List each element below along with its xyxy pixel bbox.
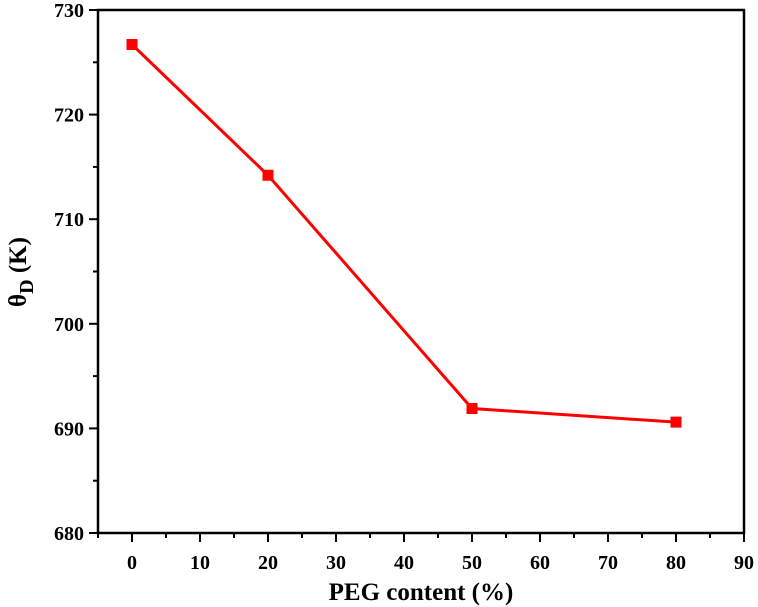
y-axis-title: θD (K) [5,237,38,307]
x-tick-label: 80 [666,552,686,574]
y-axis-tick-labels: 680 690 700 710 720 730 [54,0,84,545]
y-tick-label: 730 [54,0,84,22]
plot-frame [96,8,746,535]
data-point-marker [126,39,138,51]
y-tick-label: 710 [54,209,84,231]
x-tick-label: 70 [598,552,618,574]
series-line [130,43,677,424]
x-tick-label: 50 [462,552,482,574]
y-tick-label: 700 [54,314,84,336]
y-tick-label: 680 [54,523,84,545]
x-axis-tick-labels: 0 10 20 30 40 50 60 70 80 90 [127,552,754,574]
x-tick-label: 40 [394,552,414,574]
y-tick-label: 690 [54,418,84,440]
x-tick-label: 10 [190,552,210,574]
y-axis-title-subscript: D [16,279,38,293]
y-axis-ticks [89,9,98,534]
data-point-marker [670,416,682,428]
x-tick-label: 0 [127,552,137,574]
x-tick-label: 30 [326,552,346,574]
data-point-marker [466,403,478,415]
y-axis-title-symbol: θ [5,294,32,307]
y-axis-title-unit: (K) [5,237,32,279]
data-point-marker [262,169,274,181]
x-axis-title: PEG content (%) [329,579,514,606]
x-axis-ticks [97,533,745,542]
x-tick-label: 20 [258,552,278,574]
series-markers [126,39,682,428]
y-tick-label: 720 [54,105,84,127]
x-tick-label: 60 [530,552,550,574]
plot-area [98,10,744,533]
x-tick-label: 90 [734,552,754,574]
